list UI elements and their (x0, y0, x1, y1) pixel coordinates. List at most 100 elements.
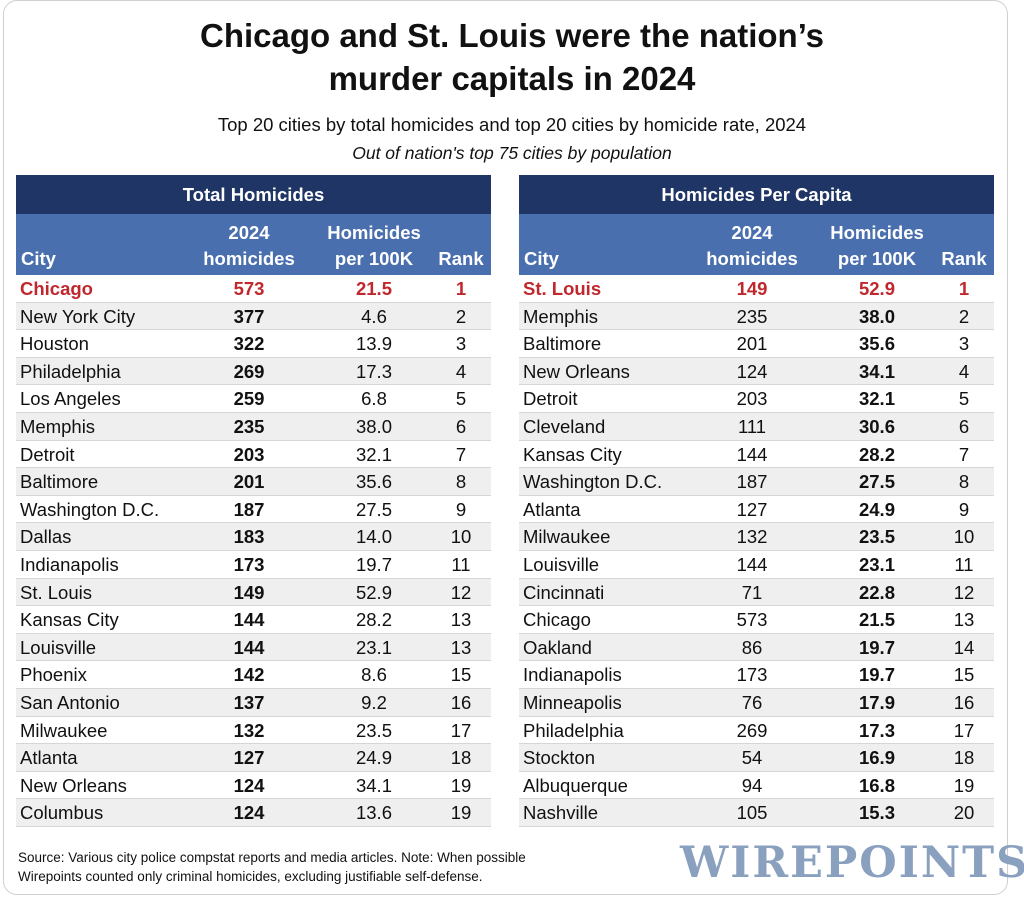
cell-rank: 4 (455, 360, 467, 382)
column-header-rate: Homicides per 100K (819, 220, 935, 272)
table-row: Atlanta 127 24.9 18 (16, 744, 491, 772)
cell-rank: 5 (455, 388, 467, 410)
cell-rate: 17.3 (355, 360, 392, 382)
cell-rate: 35.6 (355, 471, 392, 493)
cell-homicides: 187 (736, 471, 768, 493)
cell-rate: 16.9 (858, 747, 895, 769)
table-row: Cleveland 111 30.6 6 (519, 412, 994, 441)
cell-rank: 19 (450, 802, 472, 824)
cell-rate: 17.9 (858, 691, 895, 713)
cell-homicides: 144 (233, 636, 265, 658)
cell-rate: 13.9 (355, 333, 392, 355)
cell-homicides: 235 (233, 415, 265, 437)
cell-city: Baltimore (523, 333, 602, 355)
cell-homicides: 235 (736, 305, 768, 327)
cell-homicides: 132 (233, 719, 265, 741)
cell-city: New Orleans (20, 774, 127, 796)
title-line-1: Chicago and St. Louis were the nation’s (199, 17, 825, 54)
cell-homicides: 132 (736, 526, 768, 548)
homicides-per-capita-table: Homicides Per Capita City 2024 homicides… (519, 175, 994, 827)
cell-rate: 15.3 (858, 802, 895, 824)
cell-city: New Orleans (523, 360, 630, 382)
cell-rate: 16.8 (858, 774, 895, 796)
cell-rank: 4 (958, 360, 970, 382)
cell-city: Los Angeles (20, 388, 121, 410)
table-title: Homicides Per Capita (519, 175, 994, 214)
source-line-2: Wirepoints counted only criminal homicid… (18, 869, 483, 884)
table-row: Albuquerque 94 16.8 19 (519, 772, 994, 800)
cell-city: Louisville (523, 553, 600, 575)
cell-rank: 14 (953, 636, 975, 658)
table-row: Louisville 144 23.1 13 (16, 633, 491, 662)
cell-rate: 8.6 (361, 664, 387, 686)
cell-city: Philadelphia (20, 360, 121, 382)
cell-homicides: 173 (233, 553, 265, 575)
cell-rank: 19 (953, 774, 975, 796)
cell-rank: 12 (953, 581, 975, 603)
table-body: Chicago 573 21.5 1 New York City 377 4.6 2 Houst… (16, 275, 491, 827)
cell-rank: 13 (953, 609, 975, 631)
cell-city: Philadelphia (523, 719, 624, 741)
table-row: Washington D.C. 187 27.5 9 (16, 496, 491, 524)
cell-homicides: 573 (736, 609, 768, 631)
cell-rank: 11 (954, 553, 974, 575)
cell-rank: 3 (958, 333, 970, 355)
cell-homicides: 259 (233, 388, 265, 410)
cell-city: Detroit (523, 388, 578, 410)
cell-rate: 23.5 (858, 526, 895, 548)
column-header-rate-line-1: Homicides (327, 222, 421, 243)
cell-city: Minneapolis (523, 691, 622, 713)
cell-homicides: 76 (741, 691, 763, 713)
cell-city: Houston (20, 333, 89, 355)
cell-rate: 52.9 (858, 278, 895, 299)
table-row: Philadelphia 269 17.3 17 (519, 717, 994, 745)
table-row: Kansas City 144 28.2 7 (519, 441, 994, 469)
cell-rate: 19.7 (858, 664, 895, 686)
cell-city: Columbus (20, 802, 104, 824)
cell-homicides: 144 (233, 609, 265, 631)
table-row: Washington D.C. 187 27.5 8 (519, 468, 994, 496)
cell-rate: 27.5 (355, 498, 392, 520)
cell-rate: 34.1 (355, 774, 392, 796)
table-row: Philadelphia 269 17.3 4 (16, 357, 491, 386)
cell-city: Memphis (20, 415, 96, 437)
cell-rate: 19.7 (355, 553, 392, 575)
cell-rank: 16 (450, 691, 472, 713)
cell-homicides: 105 (736, 802, 768, 824)
column-header-rate-line-2: per 100K (334, 248, 414, 269)
table-row: Oakland 86 19.7 14 (519, 633, 994, 662)
column-header-city: City (524, 248, 559, 269)
column-header-rate-line-1: Homicides (830, 222, 924, 243)
cell-rank: 5 (958, 388, 970, 410)
table-row: Detroit 203 32.1 5 (519, 385, 994, 413)
cell-homicides: 124 (233, 774, 265, 796)
table-row: Milwaukee 132 23.5 17 (16, 717, 491, 745)
column-header-homicides-line-1: 2024 (731, 222, 773, 243)
source-line-1: Source: Various city police compstat rep… (18, 850, 526, 865)
cell-city: Washington D.C. (20, 498, 160, 520)
cell-rate: 14.0 (355, 526, 392, 548)
column-header-homicides-line-1: 2024 (228, 222, 270, 243)
cell-city: Kansas City (523, 443, 622, 465)
table-row: Cincinnati 71 22.8 12 (519, 578, 994, 607)
cell-homicides: 94 (741, 774, 763, 796)
table-row: Dallas 183 14.0 10 (16, 523, 491, 551)
cell-rate: 19.7 (858, 636, 895, 658)
column-header-rank: Rank (941, 248, 987, 269)
cell-rank: 1 (455, 278, 467, 299)
cell-rate: 28.2 (858, 443, 895, 465)
cell-rank: 8 (958, 471, 970, 493)
cell-homicides: 183 (233, 526, 265, 548)
cell-homicides: 203 (233, 443, 265, 465)
cell-city: Chicago (523, 609, 591, 631)
cell-rate: 21.5 (858, 609, 895, 631)
table-row: New York City 377 4.6 2 (16, 302, 491, 331)
cell-homicides: 573 (233, 278, 265, 299)
cell-rate: 24.9 (858, 498, 895, 520)
cell-city: Dallas (20, 526, 72, 548)
cell-rank: 10 (450, 526, 472, 548)
cell-homicides: 203 (736, 388, 768, 410)
cell-city: Nashville (523, 802, 599, 824)
cell-city: New York City (20, 305, 136, 327)
table-row: Los Angeles 259 6.8 5 (16, 385, 491, 413)
